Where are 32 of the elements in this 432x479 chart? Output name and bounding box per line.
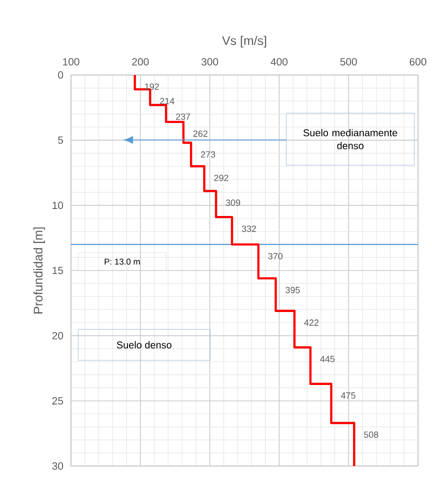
annotation: Suelo medianamente denso (303, 128, 398, 150)
data-label: 395 (286, 286, 300, 294)
y-tick-label: 10 (52, 202, 64, 210)
x-tick-label: 200 (132, 58, 149, 66)
data-label: 422 (304, 319, 318, 326)
y-tick-label: 30 (52, 462, 64, 470)
data-label: 508 (364, 432, 378, 438)
data-label: 309 (226, 200, 240, 206)
data-label: 475 (340, 392, 356, 399)
annotation: Suelo denso (116, 341, 172, 348)
y-tick-label: 5 (58, 136, 64, 144)
data-label: 273 (201, 151, 216, 158)
data-label: 237 (176, 113, 190, 120)
x-tick-label: 100 (63, 58, 80, 66)
y-tick-label: 15 (52, 266, 64, 274)
data-label: 262 (193, 130, 208, 137)
x-axis-title: Vs [m/s] (222, 36, 266, 48)
data-label: 370 (268, 252, 283, 260)
y-tick-label: 25 (52, 397, 64, 405)
y-tick-label: 20 (52, 332, 64, 340)
x-tick-label: 500 (340, 58, 357, 66)
data-label: 192 (145, 84, 159, 90)
y-axis-title: Profundidad [m] (33, 227, 45, 314)
x-tick-label: 600 (410, 58, 426, 66)
x-tick-label: 400 (270, 58, 288, 66)
data-label: 332 (242, 226, 256, 232)
data-label: 214 (160, 98, 174, 104)
data-label: 445 (320, 356, 335, 362)
data-label: 292 (214, 174, 228, 182)
ref-line-label: P: 13.0 m (104, 258, 140, 265)
x-tick-label: 300 (201, 58, 218, 66)
y-tick-label: 0 (58, 71, 64, 79)
